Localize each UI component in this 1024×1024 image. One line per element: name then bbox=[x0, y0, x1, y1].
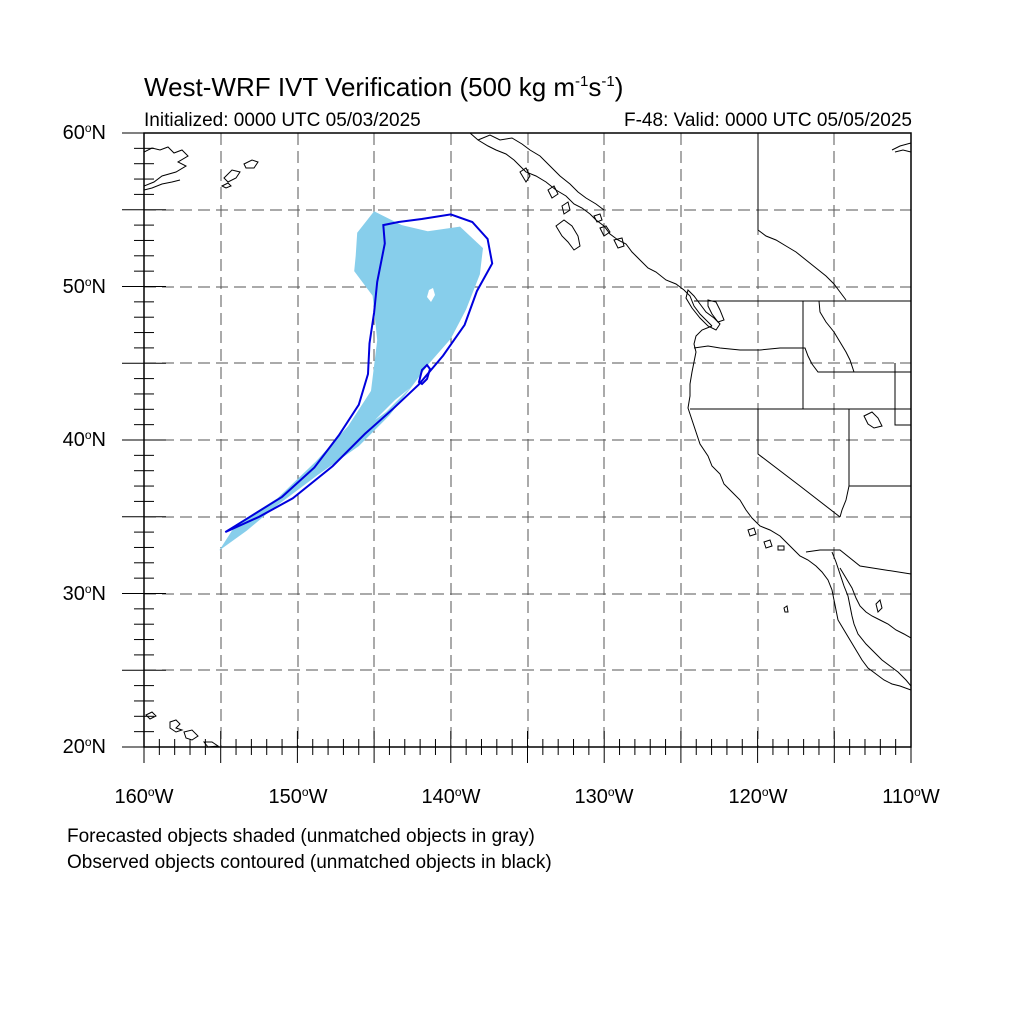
forecast-object-shaded bbox=[219, 211, 483, 551]
lon-label-110w: 110oW bbox=[882, 785, 940, 808]
observed-note: Observed objects contoured (unmatched ob… bbox=[67, 852, 552, 873]
lat-label-30n: 30oN bbox=[62, 582, 106, 605]
title-close: ) bbox=[614, 72, 624, 102]
forecast-object-hole bbox=[375, 388, 410, 420]
lat-label-60n: 60oN bbox=[62, 121, 106, 144]
axis-ticks bbox=[122, 132, 912, 763]
lon-label-130w: 130oW bbox=[574, 785, 634, 808]
lon-label-120w: 120oW bbox=[728, 785, 788, 808]
lat-label-50n: 50oN bbox=[62, 275, 106, 298]
observed-object-contour-small bbox=[417, 363, 432, 386]
lon-label-140w: 140oW bbox=[421, 785, 481, 808]
title-unit-s: s bbox=[588, 72, 602, 102]
graticule bbox=[144, 133, 911, 747]
map-title: West-WRF IVT Verification (500 kg m-1s-1… bbox=[144, 70, 623, 104]
lat-label-40n: 40oN bbox=[62, 428, 106, 451]
observed-object-contour bbox=[224, 213, 494, 534]
lat-label-20n: 20oN bbox=[62, 735, 106, 758]
forecast-note: Forecasted objects shaded (unmatched obj… bbox=[67, 826, 535, 847]
title-exponent-2: -1 bbox=[601, 73, 615, 90]
coastlines-and-borders bbox=[144, 133, 911, 747]
title-text: West-WRF IVT Verification (500 kg m bbox=[144, 72, 576, 102]
lon-label-150w: 150oW bbox=[268, 785, 328, 808]
initialized-time: Initialized: 0000 UTC 05/03/2025 bbox=[144, 110, 421, 131]
title-exponent-1: -1 bbox=[575, 73, 589, 90]
valid-time: F-48: Valid: 0000 UTC 05/05/2025 bbox=[624, 110, 912, 131]
lon-label-160w: 160oW bbox=[114, 785, 174, 808]
forecast-object-hole bbox=[427, 288, 435, 302]
